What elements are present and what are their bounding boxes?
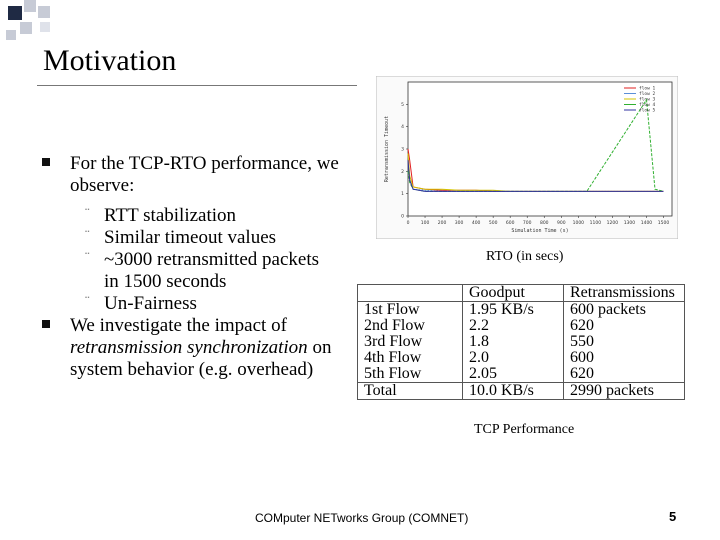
sub-bullet-text: Un-Fairness xyxy=(104,293,197,314)
legend-label: flow 1 xyxy=(639,86,656,92)
checkbox-bullet-icon: ¨ xyxy=(84,252,91,267)
table-cell: 2.05 xyxy=(462,366,564,383)
bullet-item: For the TCP-RTO performance, we observe: xyxy=(42,153,382,197)
sub-bullet-item: ¨ ~3000 retransmitted packets in 1500 se… xyxy=(42,249,334,293)
table-cell: 1st Flow xyxy=(357,301,463,318)
footer-text: COMputer NETworks Group (COMNET) xyxy=(255,511,469,525)
title-underline xyxy=(37,85,357,86)
x-tick-label: 500 xyxy=(489,220,498,226)
table-cell: 620 xyxy=(563,318,685,334)
table-cell: 600 packets xyxy=(563,301,685,318)
table-cell: 620 xyxy=(563,366,685,383)
table-row: 1st Flow 1.95 KB/s 600 packets xyxy=(357,301,685,318)
y-tick-label: 4 xyxy=(401,124,404,130)
bullet-emphasis: retransmission synchronization xyxy=(70,337,308,358)
table-cell: 3rd Flow xyxy=(357,334,463,350)
square-bullet-icon xyxy=(42,320,50,328)
chart-caption: RTO (in secs) xyxy=(486,249,564,264)
x-tick-label: 700 xyxy=(523,220,532,226)
x-tick-label: 300 xyxy=(455,220,464,226)
bullet-text-part: We investigate the impact of xyxy=(70,315,287,336)
sub-bullet-item: ¨ Similar timeout values xyxy=(42,227,382,249)
table-cell: 1.8 xyxy=(462,334,564,350)
y-axis-label: Retransmission Timeout xyxy=(384,116,390,182)
x-axis-label: Simulation Time (s) xyxy=(511,228,568,234)
series-line xyxy=(407,160,664,192)
table-header-cell: Retransmissions xyxy=(563,284,685,302)
y-tick-label: 0 xyxy=(401,214,404,220)
table-cell: 600 xyxy=(563,350,685,366)
checkbox-bullet-icon: ¨ xyxy=(84,296,91,311)
plot-area xyxy=(407,81,673,217)
bullet-text: For the TCP-RTO performance, we observe: xyxy=(70,153,339,196)
x-tick-label: 900 xyxy=(557,220,566,226)
table-header-cell: Goodput xyxy=(462,284,564,302)
sub-bullet-text: RTT stabilization xyxy=(104,205,237,226)
corner-decoration xyxy=(0,0,70,48)
table-cell: 2nd Flow xyxy=(357,318,463,334)
x-tick-label: 800 xyxy=(540,220,549,226)
table-header-cell xyxy=(357,284,463,302)
bullet-text-part: on system behavior (e.g. overhead) xyxy=(70,337,332,380)
table-cell: 2.2 xyxy=(462,318,564,334)
page-title: Motivation xyxy=(43,44,177,77)
table-cell: 2990 packets xyxy=(563,382,685,400)
sub-bullet-text: Similar timeout values xyxy=(104,227,277,248)
bullet-list: For the TCP-RTO performance, we observe:… xyxy=(42,153,382,381)
sub-bullet-item: ¨ Un-Fairness xyxy=(42,293,382,315)
y-tick-label: 2 xyxy=(401,169,404,175)
checkbox-bullet-icon: ¨ xyxy=(84,208,91,223)
sub-bullet-item: ¨ RTT stabilization xyxy=(42,205,382,227)
table-row: 5th Flow 2.05 620 xyxy=(357,366,685,383)
x-tick-label: 600 xyxy=(506,220,515,226)
table-cell: 1.95 KB/s xyxy=(462,301,564,318)
table-caption: TCP Performance xyxy=(474,422,575,437)
x-tick-label: 1100 xyxy=(590,220,602,226)
table-header-row: Goodput Retransmissions xyxy=(357,284,685,302)
rto-chart: 0 100 200 300 400 500 600 700 800 900 1000 1100 1200… xyxy=(376,76,678,239)
table-cell: 2.0 xyxy=(462,350,564,366)
square-bullet-icon xyxy=(42,158,50,166)
table-total-row: Total 10.0 KB/s 2990 packets xyxy=(357,382,685,400)
table-row: 3rd Flow 1.8 550 xyxy=(357,334,685,350)
bullet-item: We investigate the impact of retransmiss… xyxy=(42,315,332,381)
x-tick-label: 200 xyxy=(438,220,447,226)
legend-label: flow 3 xyxy=(639,97,656,103)
performance-table: Goodput Retransmissions 1st Flow 1.95 KB… xyxy=(357,284,685,400)
x-tick-label: 0 xyxy=(407,220,410,226)
table-cell: 5th Flow xyxy=(357,366,463,383)
page-number: 5 xyxy=(669,509,677,524)
table-cell: 550 xyxy=(563,334,685,350)
x-tick-label: 1200 xyxy=(607,220,619,226)
sub-bullet-text: ~3000 retransmitted packets in 1500 seco… xyxy=(104,249,319,292)
x-tick-label: 400 xyxy=(472,220,481,226)
x-tick-label: 1400 xyxy=(641,220,653,226)
x-tick-label: 100 xyxy=(421,220,430,226)
legend-label: flow 2 xyxy=(639,91,656,97)
x-tick-label: 1300 xyxy=(624,220,636,226)
x-tick-label: 1000 xyxy=(573,220,585,226)
table-row: 2nd Flow 2.2 620 xyxy=(357,318,685,334)
table-cell: 4th Flow xyxy=(357,350,463,366)
legend-label: flow 4 xyxy=(639,102,656,108)
checkbox-bullet-icon: ¨ xyxy=(84,230,91,245)
y-tick-label: 3 xyxy=(401,147,404,153)
y-tick-label: 5 xyxy=(401,102,404,108)
table-cell: 10.0 KB/s xyxy=(462,382,564,400)
legend-label: flow 5 xyxy=(639,108,656,114)
x-tick-label: 1500 xyxy=(658,220,670,226)
y-tick-label: 1 xyxy=(401,191,404,197)
table-row: 4th Flow 2.0 600 xyxy=(357,350,685,366)
table-cell: Total xyxy=(357,382,463,400)
